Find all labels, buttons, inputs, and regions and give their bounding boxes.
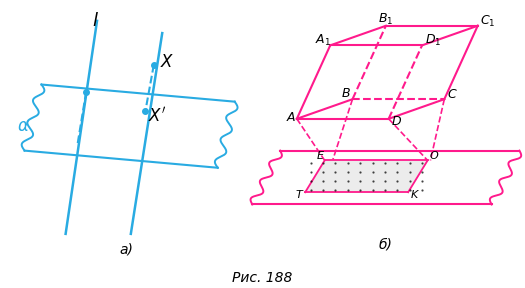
Text: $A_1$: $A_1$ xyxy=(315,33,331,48)
Text: $l$: $l$ xyxy=(92,12,99,30)
Text: $X'$: $X'$ xyxy=(148,106,166,125)
Text: б): б) xyxy=(379,238,393,251)
Text: Рис. 188: Рис. 188 xyxy=(232,271,293,285)
Polygon shape xyxy=(305,160,427,192)
Text: а): а) xyxy=(119,242,133,256)
Text: $\alpha$: $\alpha$ xyxy=(17,117,30,135)
Text: $X$: $X$ xyxy=(160,53,174,71)
Text: $C$: $C$ xyxy=(447,88,458,101)
Text: $A$: $A$ xyxy=(286,111,296,124)
Text: $B_1$: $B_1$ xyxy=(377,12,393,27)
Text: $K$: $K$ xyxy=(410,188,419,200)
Text: $C_1$: $C_1$ xyxy=(480,14,496,29)
Text: $T$: $T$ xyxy=(296,188,305,200)
Text: $D_1$: $D_1$ xyxy=(425,33,441,48)
Text: $E$: $E$ xyxy=(316,149,326,161)
Text: $O$: $O$ xyxy=(429,149,439,161)
Text: $D$: $D$ xyxy=(392,115,403,128)
Text: $B$: $B$ xyxy=(341,87,351,100)
